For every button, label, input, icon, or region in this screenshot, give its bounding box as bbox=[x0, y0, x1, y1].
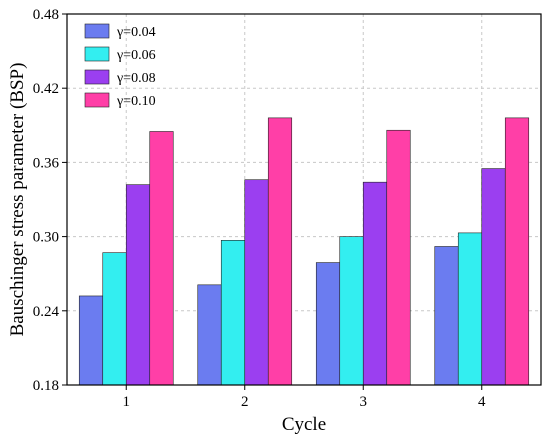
x-axis-title: Cycle bbox=[282, 414, 326, 435]
x-tick-label: 4 bbox=[478, 394, 486, 410]
bar bbox=[125, 184, 151, 386]
bar bbox=[481, 168, 506, 386]
bar bbox=[197, 284, 222, 386]
plot-frame bbox=[66, 13, 542, 386]
bar bbox=[504, 117, 530, 386]
bar bbox=[386, 129, 411, 386]
legend-label: γ=0.04 bbox=[116, 25, 156, 40]
bar bbox=[339, 236, 364, 386]
x-tick-label: 2 bbox=[241, 394, 249, 410]
bar bbox=[102, 252, 127, 386]
legend-label: γ=0.06 bbox=[116, 48, 156, 63]
y-tick-label: 0.24 bbox=[33, 304, 60, 320]
y-tick-label: 0.30 bbox=[33, 230, 59, 246]
bar bbox=[149, 131, 174, 386]
legend-swatch bbox=[84, 46, 110, 62]
y-tick-label: 0.18 bbox=[33, 378, 59, 394]
bar bbox=[457, 232, 483, 386]
legend-swatch bbox=[84, 69, 110, 85]
y-axis-ticks: 0.18 0.24 0.30 0.36 0.42 0.48 bbox=[33, 7, 67, 394]
bar bbox=[78, 295, 104, 386]
y-axis-title: Bauschinger stress parameter (BSP) bbox=[7, 63, 28, 337]
x-axis-ticks: 1 2 3 4 bbox=[123, 385, 486, 410]
bar bbox=[362, 181, 388, 386]
legend-swatch bbox=[84, 92, 110, 108]
bars bbox=[78, 117, 530, 386]
legend-label: γ=0.10 bbox=[116, 94, 156, 109]
bar bbox=[267, 117, 293, 386]
x-tick-label: 3 bbox=[360, 394, 368, 410]
x-tick-label: 1 bbox=[123, 394, 131, 410]
y-tick-label: 0.42 bbox=[33, 81, 59, 97]
legend: γ=0.04 γ=0.06 γ=0.08 γ=0.10 bbox=[84, 23, 156, 109]
bar bbox=[220, 240, 246, 386]
legend-label: γ=0.08 bbox=[116, 71, 156, 86]
legend-swatch bbox=[84, 23, 110, 39]
y-tick-label: 0.36 bbox=[33, 155, 60, 171]
bar bbox=[244, 179, 269, 386]
bar bbox=[434, 246, 459, 386]
bar bbox=[315, 262, 341, 386]
y-tick-label: 0.48 bbox=[33, 7, 59, 23]
